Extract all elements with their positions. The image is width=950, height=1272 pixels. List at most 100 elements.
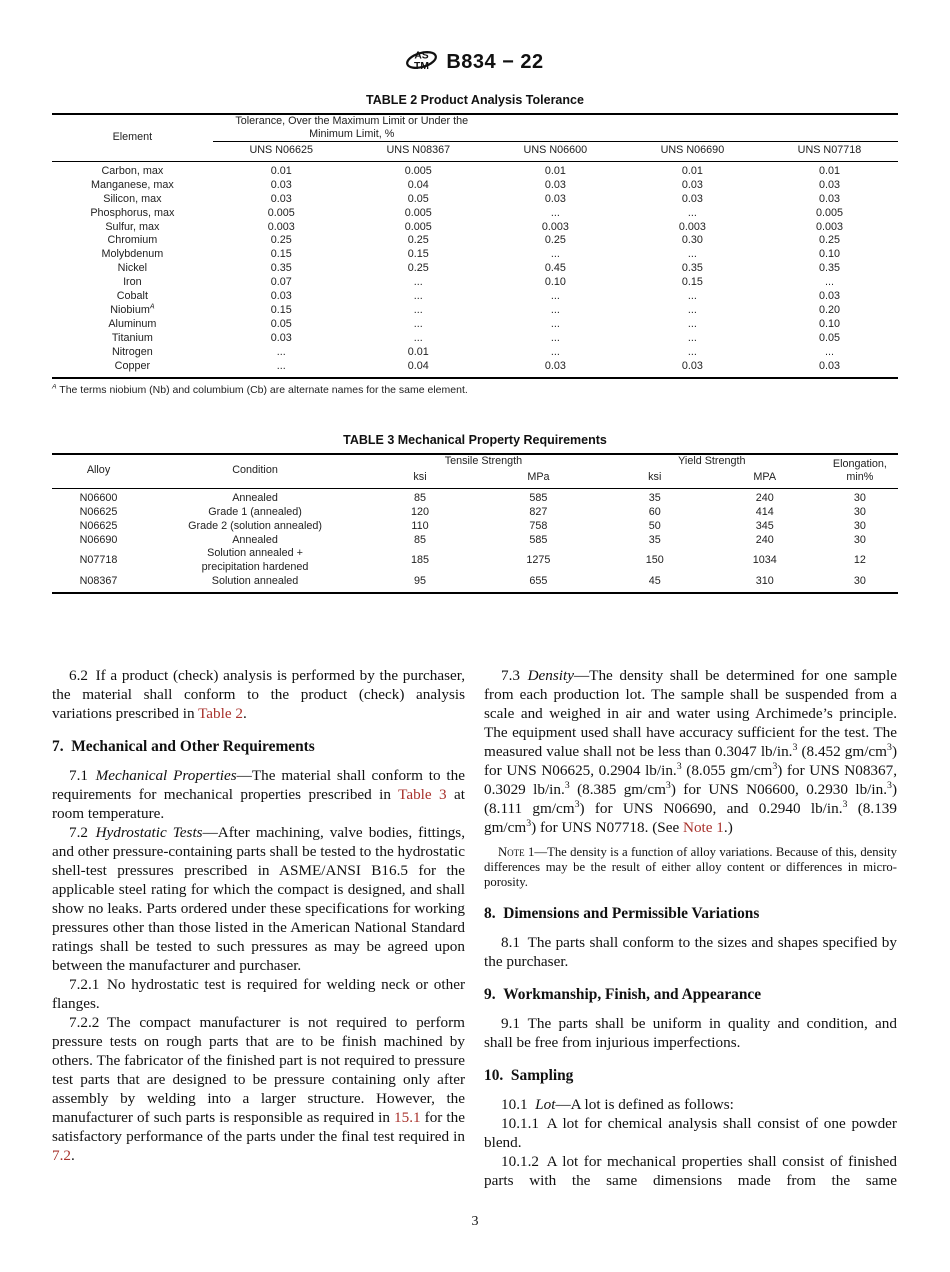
superscript: 3: [887, 779, 892, 791]
italic-term: Lot: [535, 1096, 556, 1113]
table-row: Manganese, max 0.03 0.04 0.03 0.03 0.03: [52, 179, 898, 193]
body-paragraph: 6.2 If a product (check) analysis is per…: [52, 667, 465, 722]
value-cell: 0.25: [270, 234, 292, 247]
value-cell: 0.01: [818, 164, 840, 177]
table2-body: Carbon, max 0.01 0.005 0.01 0.01 0.01 Manganes…: [52, 161, 898, 377]
value-cell: ...: [687, 290, 697, 303]
value-cell: 0.10: [544, 276, 566, 289]
value-cell: 60: [648, 505, 661, 518]
value-cell: ...: [687, 206, 697, 219]
value-cell: 0.005: [815, 206, 843, 219]
cross-reference-link[interactable]: 7.2: [52, 1147, 71, 1164]
alloy-cell: N06625: [79, 519, 118, 532]
element-cell: Aluminum: [108, 317, 157, 330]
table-row: Copper... 0.04 0.03 0.03 0.03: [52, 360, 898, 378]
value-cell: 0.03: [681, 359, 703, 372]
table2-footnote: A The terms niobium (Nb) and columbium (…: [52, 383, 898, 396]
value-cell: 95: [413, 575, 426, 588]
value-cell: 150: [645, 554, 664, 567]
italic-term: Mechanical Properties: [95, 767, 237, 784]
note-paragraph: Note 1—The density is a function of allo…: [484, 845, 897, 889]
value-cell: 110: [411, 519, 429, 532]
cross-reference-link[interactable]: Table 3: [398, 786, 447, 803]
value-cell: 0.03: [818, 192, 840, 205]
value-cell: ...: [276, 345, 286, 358]
value-cell: 0.03: [270, 178, 292, 191]
page-number: 3: [471, 1214, 479, 1229]
value-cell: ...: [550, 345, 560, 358]
section-heading: 9. Workmanship, Finish, and Appearance: [484, 986, 762, 1003]
table3-group-header-row: Alloy Condition Tensile Strength Yield S…: [52, 454, 898, 489]
alloy-cell: N06600: [79, 491, 118, 504]
span-header-line2: Minimum Limit, %: [309, 128, 395, 140]
value-cell: 0.25: [544, 234, 566, 247]
value-cell: 0.03: [270, 290, 292, 303]
section-heading: 10. Sampling: [484, 1067, 574, 1084]
superscript: 3: [665, 779, 671, 791]
value-cell: 1034: [752, 554, 777, 567]
value-cell: 0.003: [678, 220, 706, 233]
table-row: N08367 Solution annealed 95 655 45 310 30: [52, 575, 898, 593]
right-column: 7.3 Density—The density shall be determi…: [484, 666, 897, 1190]
element-cell: Titanium: [111, 331, 153, 344]
footnote-text: The terms niobium (Nb) and columbium (Cb…: [59, 383, 468, 396]
element-cell: Nickel: [117, 262, 148, 275]
cross-reference-link[interactable]: Table 2: [198, 705, 243, 722]
cross-reference-link[interactable]: Note 1: [682, 819, 724, 836]
condition-cell: Grade 1 (annealed): [208, 505, 302, 518]
value-cell: ...: [413, 276, 423, 289]
footnote-marker: A: [52, 383, 57, 390]
table-row: N06600 Annealed 85 585 35 240 30: [52, 488, 898, 505]
value-cell: ...: [550, 206, 560, 219]
value-cell: 0.25: [407, 262, 429, 275]
table2-title: TABLE 2 Product Analysis Tolerance: [366, 93, 584, 107]
table-row: N07718 Solution annealed + precipitation …: [52, 547, 898, 575]
element-cell: Cobalt: [116, 290, 148, 303]
value-cell: 0.005: [404, 206, 432, 219]
value-cell: 0.01: [270, 164, 292, 177]
table3-body: N06600 Annealed 85 585 35 240 30 N06625 Grade 1 …: [52, 488, 898, 593]
value-cell: 827: [529, 505, 548, 518]
value-cell: 0.03: [544, 192, 566, 205]
value-cell: 0.005: [404, 220, 432, 233]
value-cell: ...: [687, 248, 697, 261]
value-cell: 0.01: [544, 164, 566, 177]
smallcaps-label: Note 1: [498, 845, 535, 859]
value-cell: 0.45: [544, 262, 566, 275]
body-paragraph: 8.1 The parts shall conform to the sizes…: [484, 934, 897, 970]
value-cell: 0.003: [267, 220, 295, 233]
value-cell: 0.15: [270, 303, 292, 316]
alloy-cell: N07718: [79, 554, 118, 567]
value-cell: 0.03: [270, 192, 292, 205]
cross-reference-link[interactable]: 15.1: [394, 1109, 421, 1126]
value-cell: ...: [550, 290, 560, 303]
element-cell: Molybdenum: [101, 248, 164, 261]
table-row: Silicon, max 0.03 0.05 0.03 0.03 0.03: [52, 193, 898, 207]
superscript: 3: [676, 760, 682, 772]
superscript: 3: [792, 741, 798, 753]
table-row: Nickel 0.35 0.25 0.45 0.35 0.35: [52, 262, 898, 276]
value-cell: 0.005: [404, 164, 432, 177]
body-paragraph: 7.3 Density—The density shall be determi…: [484, 667, 898, 836]
table2-element-header: Element: [52, 114, 213, 162]
value-cell: 0.10: [818, 248, 840, 261]
unit-header: ksi: [601, 468, 708, 489]
product-analysis-tolerance-table: Element Tolerance, Over the Maximum Limi…: [52, 113, 898, 379]
value-cell: ...: [550, 317, 560, 330]
table3-condition-header: Condition: [145, 454, 366, 489]
superscript: 3: [574, 798, 580, 810]
value-cell: ...: [687, 303, 697, 316]
body-paragraph: 7.2 Hydrostatic Tests—After machining, v…: [52, 824, 465, 974]
table-row: Sulfur, max 0.003 0.005 0.003 0.003 0.003: [52, 221, 898, 235]
value-cell: ...: [824, 276, 834, 289]
value-cell: 585: [529, 533, 548, 546]
value-cell: ...: [276, 359, 286, 372]
table3-alloy-header: Alloy: [52, 454, 146, 489]
table-row: Cobalt 0.03......... 0.03: [52, 290, 898, 304]
table2-col-header: UNS N08367: [349, 141, 487, 162]
value-cell: 758: [529, 519, 548, 532]
value-cell: 0.20: [818, 303, 840, 316]
span-header-line1: Tolerance, Over the Maximum Limit or Und…: [235, 115, 469, 127]
value-cell: 0.01: [407, 345, 429, 358]
condition-cell: Solution annealed + precipitation harden…: [201, 547, 309, 574]
